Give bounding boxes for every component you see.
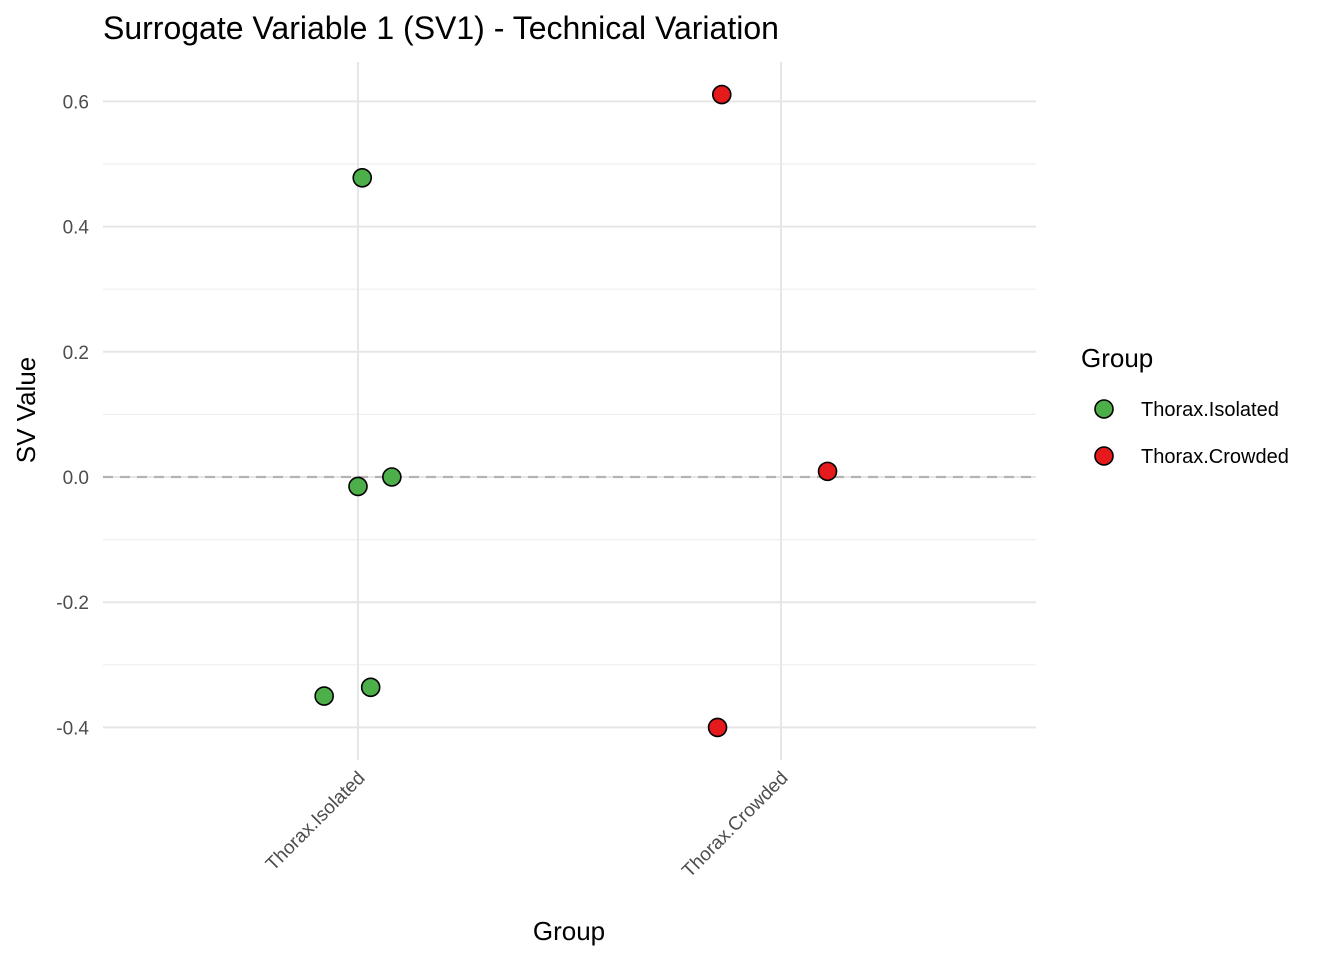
data-point-thorax-crowded [711,84,732,105]
x-axis-title: Group [533,916,605,946]
y-axis-tick-labels: -0.4 -0.2 0.0 0.2 0.4 0.6 [56,92,89,739]
x-tick-label: Thorax.Isolated [262,768,369,875]
legend-label: Thorax.Isolated [1141,399,1279,421]
legend: Group Thorax.Isolated Thorax.Crowded [1081,343,1289,468]
data-point-thorax-isolated [352,167,373,188]
y-tick-label: 0.0 [63,468,89,489]
x-tick-label: Thorax.Crowded [678,768,792,882]
legend-title: Group [1081,343,1153,373]
data-point-thorax-isolated [314,686,334,706]
data-point-thorax-isolated [382,467,402,487]
legend-label: Thorax.Crowded [1141,446,1289,468]
y-tick-label: -0.4 [56,718,89,739]
grid-lines [103,62,1036,760]
x-axis-tick-labels: Thorax.Isolated Thorax.Crowded [262,768,792,882]
legend-key [1094,446,1114,466]
y-tick-label: 0.2 [63,343,89,364]
data-point-thorax-crowded [707,717,728,738]
data-point-thorax-crowded [817,461,838,482]
y-tick-label: 0.6 [63,92,89,113]
chart-title: Surrogate Variable 1 (SV1) - Technical V… [103,10,779,46]
y-axis-title: SV Value [11,357,41,463]
data-point-thorax-isolated [360,677,381,698]
y-tick-label: -0.2 [56,593,89,614]
data-point-thorax-isolated [348,476,368,497]
legend-key [1094,399,1114,419]
data-points [314,84,838,738]
y-tick-label: 0.4 [63,218,90,239]
